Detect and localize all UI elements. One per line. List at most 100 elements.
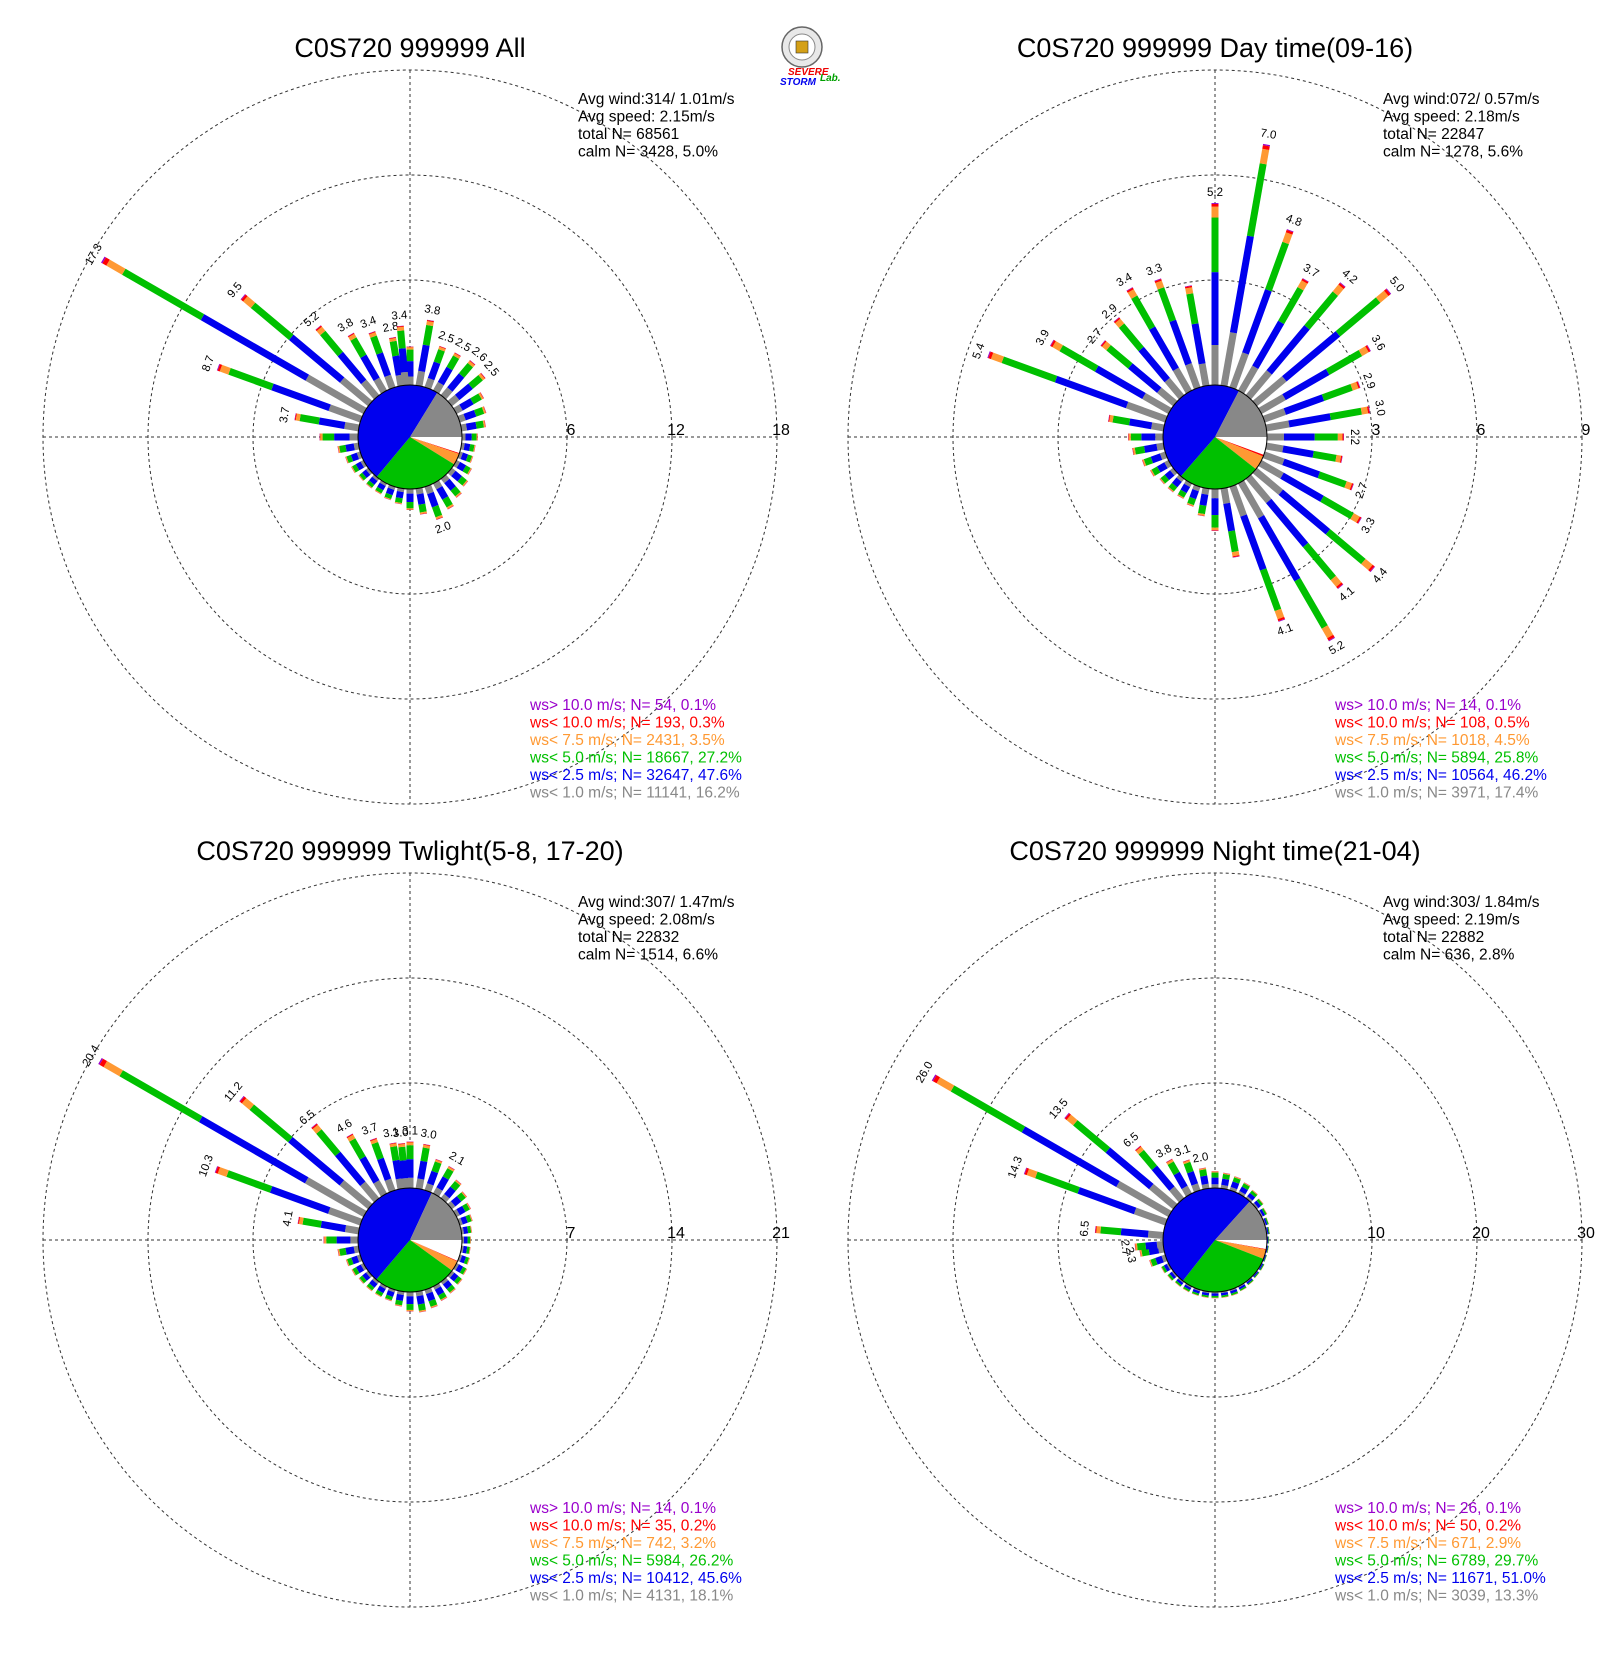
- bar-segment-lt2_5: [1280, 472, 1324, 502]
- bar-value-label: 3.8: [423, 303, 441, 318]
- bar-segment-lt2_5: [386, 1290, 395, 1298]
- direction-bar: [351, 459, 367, 474]
- bar-segment-lt2_5: [376, 352, 392, 378]
- bar-segment-lt1: [400, 371, 409, 386]
- direction-bar: [1201, 1290, 1210, 1299]
- bar-segment-lt5: [1138, 1149, 1158, 1171]
- bar-segment-lt1: [356, 1254, 363, 1263]
- bar-segment-lt2_5: [1282, 445, 1314, 458]
- bar-segment-lt10: [311, 1123, 318, 1130]
- bar-segment-lt2_5: [355, 461, 365, 471]
- bar-segment-lt2_5: [288, 334, 345, 383]
- bar-segment-lt1: [401, 1178, 409, 1189]
- legend-entry-lt5: ws< 5.0 m/s; N= 6789, 29.7%: [1334, 1553, 1539, 1570]
- direction-bar: [447, 467, 469, 487]
- bar-segment-lt7_5: [348, 333, 357, 341]
- legend-entry-lt5: ws< 5.0 m/s; N= 18667, 27.2%: [529, 750, 742, 767]
- bar-segment-lt5: [226, 1170, 273, 1193]
- bar-segment-lt1: [327, 1207, 363, 1226]
- bar-segment-lt2_5: [360, 354, 380, 382]
- bar-segment-lt1: [1258, 459, 1284, 479]
- bar-segment-lt10: [1383, 288, 1391, 297]
- direction-bar: 3.4: [391, 309, 409, 386]
- bar-segment-lt7_5: [389, 337, 397, 343]
- bar-segment-lt5: [1249, 1190, 1258, 1198]
- bar-segment-lt2_5: [447, 373, 465, 392]
- bar-segment-lt5: [417, 1303, 426, 1311]
- bar-segment-lt2_5: [392, 1159, 403, 1180]
- bar-segment-lt5: [371, 1141, 384, 1160]
- direction-bar: [1132, 442, 1165, 455]
- bar-segment-lt1: [384, 1178, 396, 1193]
- bar-segment-lt2_5: [362, 469, 371, 478]
- pie-outline: [1162, 1187, 1268, 1293]
- bar-segment-lt2_5: [416, 1295, 425, 1305]
- bar-segment-lt7_5: [446, 503, 454, 510]
- bar-segment-lt1: [1220, 332, 1237, 387]
- bar-segment-lt1: [424, 484, 434, 495]
- bar-segment-lt5: [1035, 1171, 1080, 1194]
- bar-segment-lt5: [375, 1289, 384, 1297]
- bar-value-label: 4.1: [1337, 585, 1357, 604]
- bar-segment-lt1: [339, 377, 373, 407]
- bar-segment-lt2_5: [1164, 470, 1175, 481]
- bar-segment-lt7_5: [1185, 287, 1194, 295]
- bar-segment-lt1: [1164, 377, 1185, 400]
- bar-segment-lt2_5: [198, 1116, 309, 1184]
- bar-segment-lt5: [1222, 1173, 1230, 1180]
- stat-avg-wind: Avg wind:307/ 1.47m/s: [578, 894, 735, 911]
- pie-slice-lt7_5: [410, 1240, 458, 1271]
- direction-bar: 3.1: [382, 1126, 405, 1190]
- direction-bar: [1167, 474, 1185, 493]
- bar-segment-lt2_5: [1282, 331, 1341, 382]
- bar-segment-lt2_5: [1151, 1165, 1175, 1191]
- bar-segment-lt7_5: [1183, 1159, 1191, 1165]
- stat-calm: calm N= 1278, 5.6%: [1383, 144, 1523, 161]
- bar-segment-lt5: [397, 330, 406, 349]
- direction-bar: [1245, 1277, 1254, 1286]
- bar-segment-lt10: [1100, 340, 1107, 347]
- bar-segment-lt5: [346, 454, 354, 464]
- legend-entry-lt1: ws< 1.0 m/s; N= 4131, 18.1%: [529, 1588, 734, 1605]
- bar-segment-lt5: [465, 1214, 472, 1223]
- direction-bar: [460, 420, 486, 432]
- bar-segment-lt2_5: [1021, 1126, 1120, 1188]
- stat-avg-speed: Avg speed: 2.08m/s: [578, 912, 715, 929]
- bar-segment-lt5: [1106, 345, 1133, 369]
- bar-segment-lt5: [475, 420, 485, 429]
- bar-segment-lt2_5: [1242, 289, 1272, 355]
- bar-segment-lt1: [1252, 467, 1284, 495]
- direction-bar: 17.3: [83, 242, 367, 415]
- direction-bar: [447, 1191, 468, 1210]
- direction-bar: [345, 451, 363, 464]
- bar-segment-lt1: [305, 374, 367, 415]
- bar-segment-lt2_5: [449, 1272, 459, 1282]
- bar-segment-lt10: [1126, 287, 1134, 293]
- bar-segment-lt1: [344, 1225, 360, 1235]
- bar-segment-lt5: [398, 1146, 407, 1161]
- bar-segment-lt5: [228, 368, 274, 391]
- bar-segment-lt2_5: [318, 417, 346, 429]
- ring-tick-label: 7: [567, 1225, 576, 1242]
- bar-segment-lt1: [447, 394, 460, 407]
- bar-segment-lt5: [1167, 1161, 1180, 1176]
- bar-segment-lt1: [1192, 484, 1201, 492]
- bar-segment-lt10: [1064, 1113, 1072, 1120]
- direction-bar: 3.8: [415, 303, 441, 387]
- bar-segment-lt7_5: [1321, 625, 1334, 639]
- bar-value-label: 2.9: [1360, 372, 1377, 391]
- direction-bar: [1258, 1207, 1268, 1218]
- bar-segment-lt2_5: [1199, 493, 1209, 506]
- bar-segment-lt2_5: [1120, 1228, 1149, 1238]
- bar-segment-lt7_5: [1297, 280, 1308, 291]
- bar-segment-lt1: [387, 484, 396, 490]
- bar-segment-lt5: [457, 476, 467, 486]
- bar-segment-lt5: [1230, 1291, 1239, 1296]
- bar-segment-lt2_5: [460, 1216, 468, 1225]
- bar-segment-lt7_5: [478, 392, 484, 400]
- bar-segment-lt7_5: [478, 373, 485, 381]
- bar-segment-lt1: [353, 1245, 360, 1254]
- bar-segment-lt5: [1317, 471, 1347, 488]
- direction-bar: [1258, 1262, 1265, 1271]
